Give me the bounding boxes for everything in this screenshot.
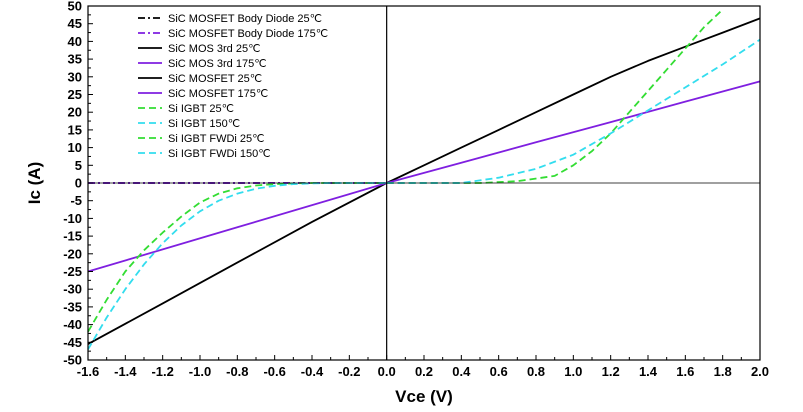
- x-axis-title: Vce (V): [395, 387, 453, 406]
- x-tick-label: 0.4: [452, 364, 471, 379]
- series-line: [87, 182, 387, 350]
- x-tick-label: 1.6: [676, 364, 694, 379]
- series-line: [87, 182, 388, 345]
- x-tick-label: -1.6: [77, 364, 99, 379]
- y-tick-label: -10: [63, 211, 82, 226]
- y-tick-label: 0: [75, 176, 82, 191]
- y-tick-label: 30: [68, 69, 82, 84]
- y-tick-label: 5: [75, 158, 82, 173]
- x-tick-label: 0.0: [378, 364, 396, 379]
- series-line: [386, 17, 761, 184]
- legend-entry-label: Si IGBT 150℃: [168, 118, 240, 130]
- x-axis-ticks: -1.6 -1.4 -1.2 -1.0 -0.8 -0.6 -0.4 -0.2 0.0 0.2 0.…: [77, 355, 769, 379]
- legend-entry-label: SiC MOSFET Body Diode 175℃: [168, 28, 328, 40]
- legend-entry-label: SiC MOSFET Body Diode 25℃: [168, 13, 322, 25]
- x-tick-label: -0.4: [301, 364, 324, 379]
- legend: SiC MOSFET Body Diode 25℃ SiC MOSFET Body…: [138, 13, 328, 160]
- x-tick-label: 1.0: [564, 364, 582, 379]
- x-tick-label: -1.2: [151, 364, 173, 379]
- series-line: [87, 182, 387, 273]
- y-tick-label: 20: [68, 105, 82, 120]
- x-tick-label: 0.8: [527, 364, 545, 379]
- y-tick-label: -30: [63, 282, 82, 297]
- y-axis-ticks: -50-45-40-35-30-25-20-15-10-505101520253…: [63, 0, 93, 368]
- y-tick-label: 45: [68, 16, 82, 31]
- y-tick-label: 35: [68, 52, 82, 67]
- y-tick-label: -35: [63, 299, 82, 314]
- y-tick-label: -15: [63, 229, 82, 244]
- x-tick-label: 0.2: [415, 364, 433, 379]
- legend-entry-label: SiC MOSFET 175℃: [168, 88, 268, 100]
- y-tick-label: -45: [63, 335, 82, 350]
- legend-entry-label: Si IGBT 25℃: [168, 103, 234, 115]
- series-layer: [87, 8, 761, 350]
- y-tick-label: 10: [68, 140, 82, 155]
- y-tick-label: 50: [68, 0, 82, 14]
- legend-entry-label: Si IGBT FWDi 150℃: [168, 148, 271, 160]
- x-tick-label: 0.6: [490, 364, 508, 379]
- x-tick-label: -0.6: [263, 364, 285, 379]
- x-tick-label: -1.4: [114, 364, 137, 379]
- legend-entry-label: SiC MOSFET 25℃: [168, 73, 262, 85]
- x-tick-label: -0.2: [338, 364, 360, 379]
- series-line: [87, 182, 387, 333]
- legend-entry-label: Si IGBT FWDi 25℃: [168, 133, 265, 145]
- y-tick-label: 40: [68, 34, 82, 49]
- y-tick-label: -20: [63, 246, 82, 261]
- x-tick-label: 1.8: [714, 364, 732, 379]
- legend-entry-label: SiC MOS 3rd 175℃: [168, 58, 267, 70]
- x-tick-label: 2.0: [751, 364, 769, 379]
- y-tick-label: 15: [68, 122, 82, 137]
- x-tick-label: -1.0: [189, 364, 211, 379]
- y-tick-label: 25: [68, 87, 82, 102]
- y-axis-title: Ic (A): [25, 162, 44, 205]
- x-tick-label: -0.8: [226, 364, 248, 379]
- y-tick-label: -40: [63, 317, 82, 332]
- y-tick-label: -50: [63, 353, 82, 368]
- x-tick-label: 1.4: [639, 364, 658, 379]
- y-tick-label: -5: [70, 193, 82, 208]
- y-tick-label: -25: [63, 264, 82, 279]
- series-line: [386, 38, 761, 184]
- x-tick-label: 1.2: [602, 364, 620, 379]
- series-line: [386, 80, 761, 184]
- legend-entry-label: SiC MOS 3rd 25℃: [168, 43, 260, 55]
- series-line: [386, 8, 724, 184]
